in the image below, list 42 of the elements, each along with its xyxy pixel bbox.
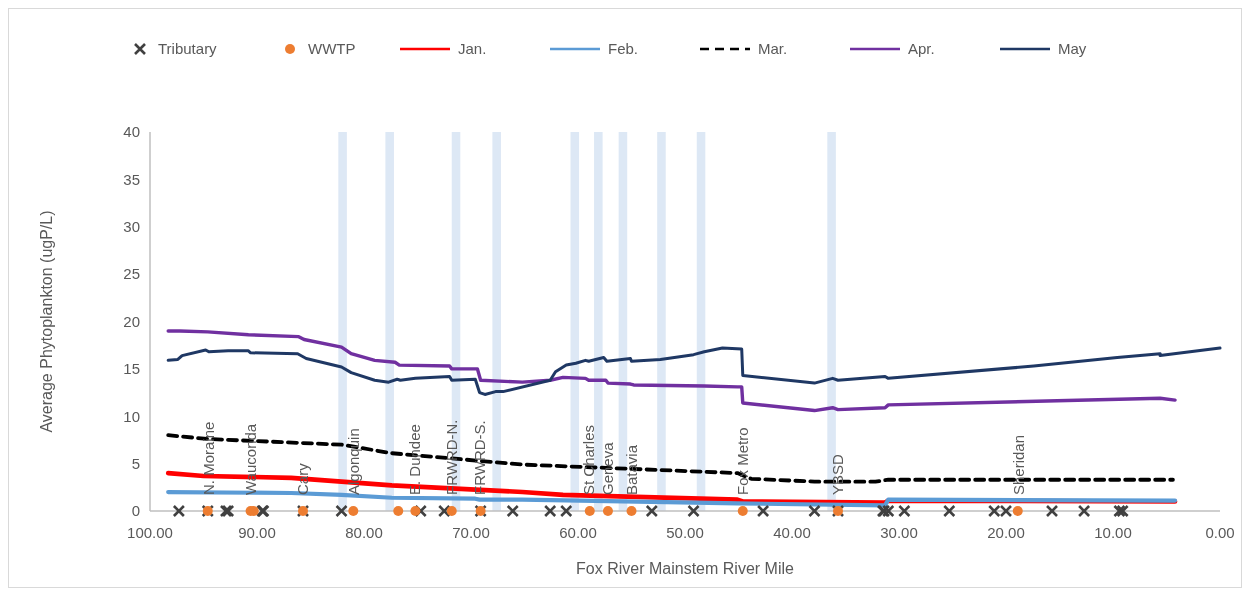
x-tick-label: 60.00: [559, 524, 597, 541]
y-tick-label: 35: [123, 170, 140, 188]
y-tick-label: 20: [123, 312, 140, 330]
y-tick-label: 15: [123, 360, 140, 378]
annotation: Batavia: [622, 444, 640, 495]
y-tick-label: 25: [123, 265, 140, 283]
annotation: FRWRD-N.: [442, 419, 460, 495]
y-tick-label: 10: [123, 407, 140, 425]
x-tick-label: 0.00: [1205, 524, 1235, 541]
annotation: N. Moraine: [199, 421, 217, 495]
x-tick-label: 90.00: [238, 524, 276, 541]
annotation: Geneva: [598, 441, 616, 495]
annotation: FRWRD-S.: [470, 420, 488, 495]
x-tick-label: 50.00: [666, 524, 704, 541]
x-tick-label: 40.00: [773, 524, 811, 541]
y-axis-title: Average Phytoplankton (ugP/L): [38, 210, 55, 433]
legend-label: Jan.: [458, 40, 487, 58]
annotation: Cary: [294, 462, 312, 495]
y-tick-label: 5: [131, 454, 140, 472]
annotation: Sheridan: [1009, 434, 1027, 495]
y-tick-label: 0: [131, 502, 140, 520]
y-tick-label: 40: [123, 123, 140, 141]
x-tick-label: 10.00: [1094, 524, 1132, 541]
x-tick-label: 80.00: [345, 524, 383, 541]
legend-label: May: [1058, 40, 1087, 58]
annotation: St Charles: [579, 424, 597, 495]
annotation: Fox Metro: [733, 427, 751, 495]
legend-label: Tributary: [158, 40, 218, 58]
x-tick-label: 70.00: [452, 524, 490, 541]
legend-label: Mar.: [758, 40, 788, 58]
x-tick-label: 20.00: [987, 524, 1025, 541]
annotation: YBSD: [829, 453, 847, 495]
annotation: Algonquin: [345, 428, 363, 495]
x-axis-title: Fox River Mainstem River Mile: [576, 560, 795, 577]
x-tick-label: 100.00: [127, 524, 173, 541]
annotation: Wauconda: [241, 423, 259, 495]
x-tick-label: 30.00: [880, 524, 918, 541]
legend-label: WWTP: [308, 40, 356, 58]
legend-label: Apr.: [908, 40, 935, 58]
annotation: E. Dundee: [406, 424, 424, 495]
y-tick-label: 30: [123, 218, 140, 235]
legend-label: Feb.: [608, 40, 639, 58]
